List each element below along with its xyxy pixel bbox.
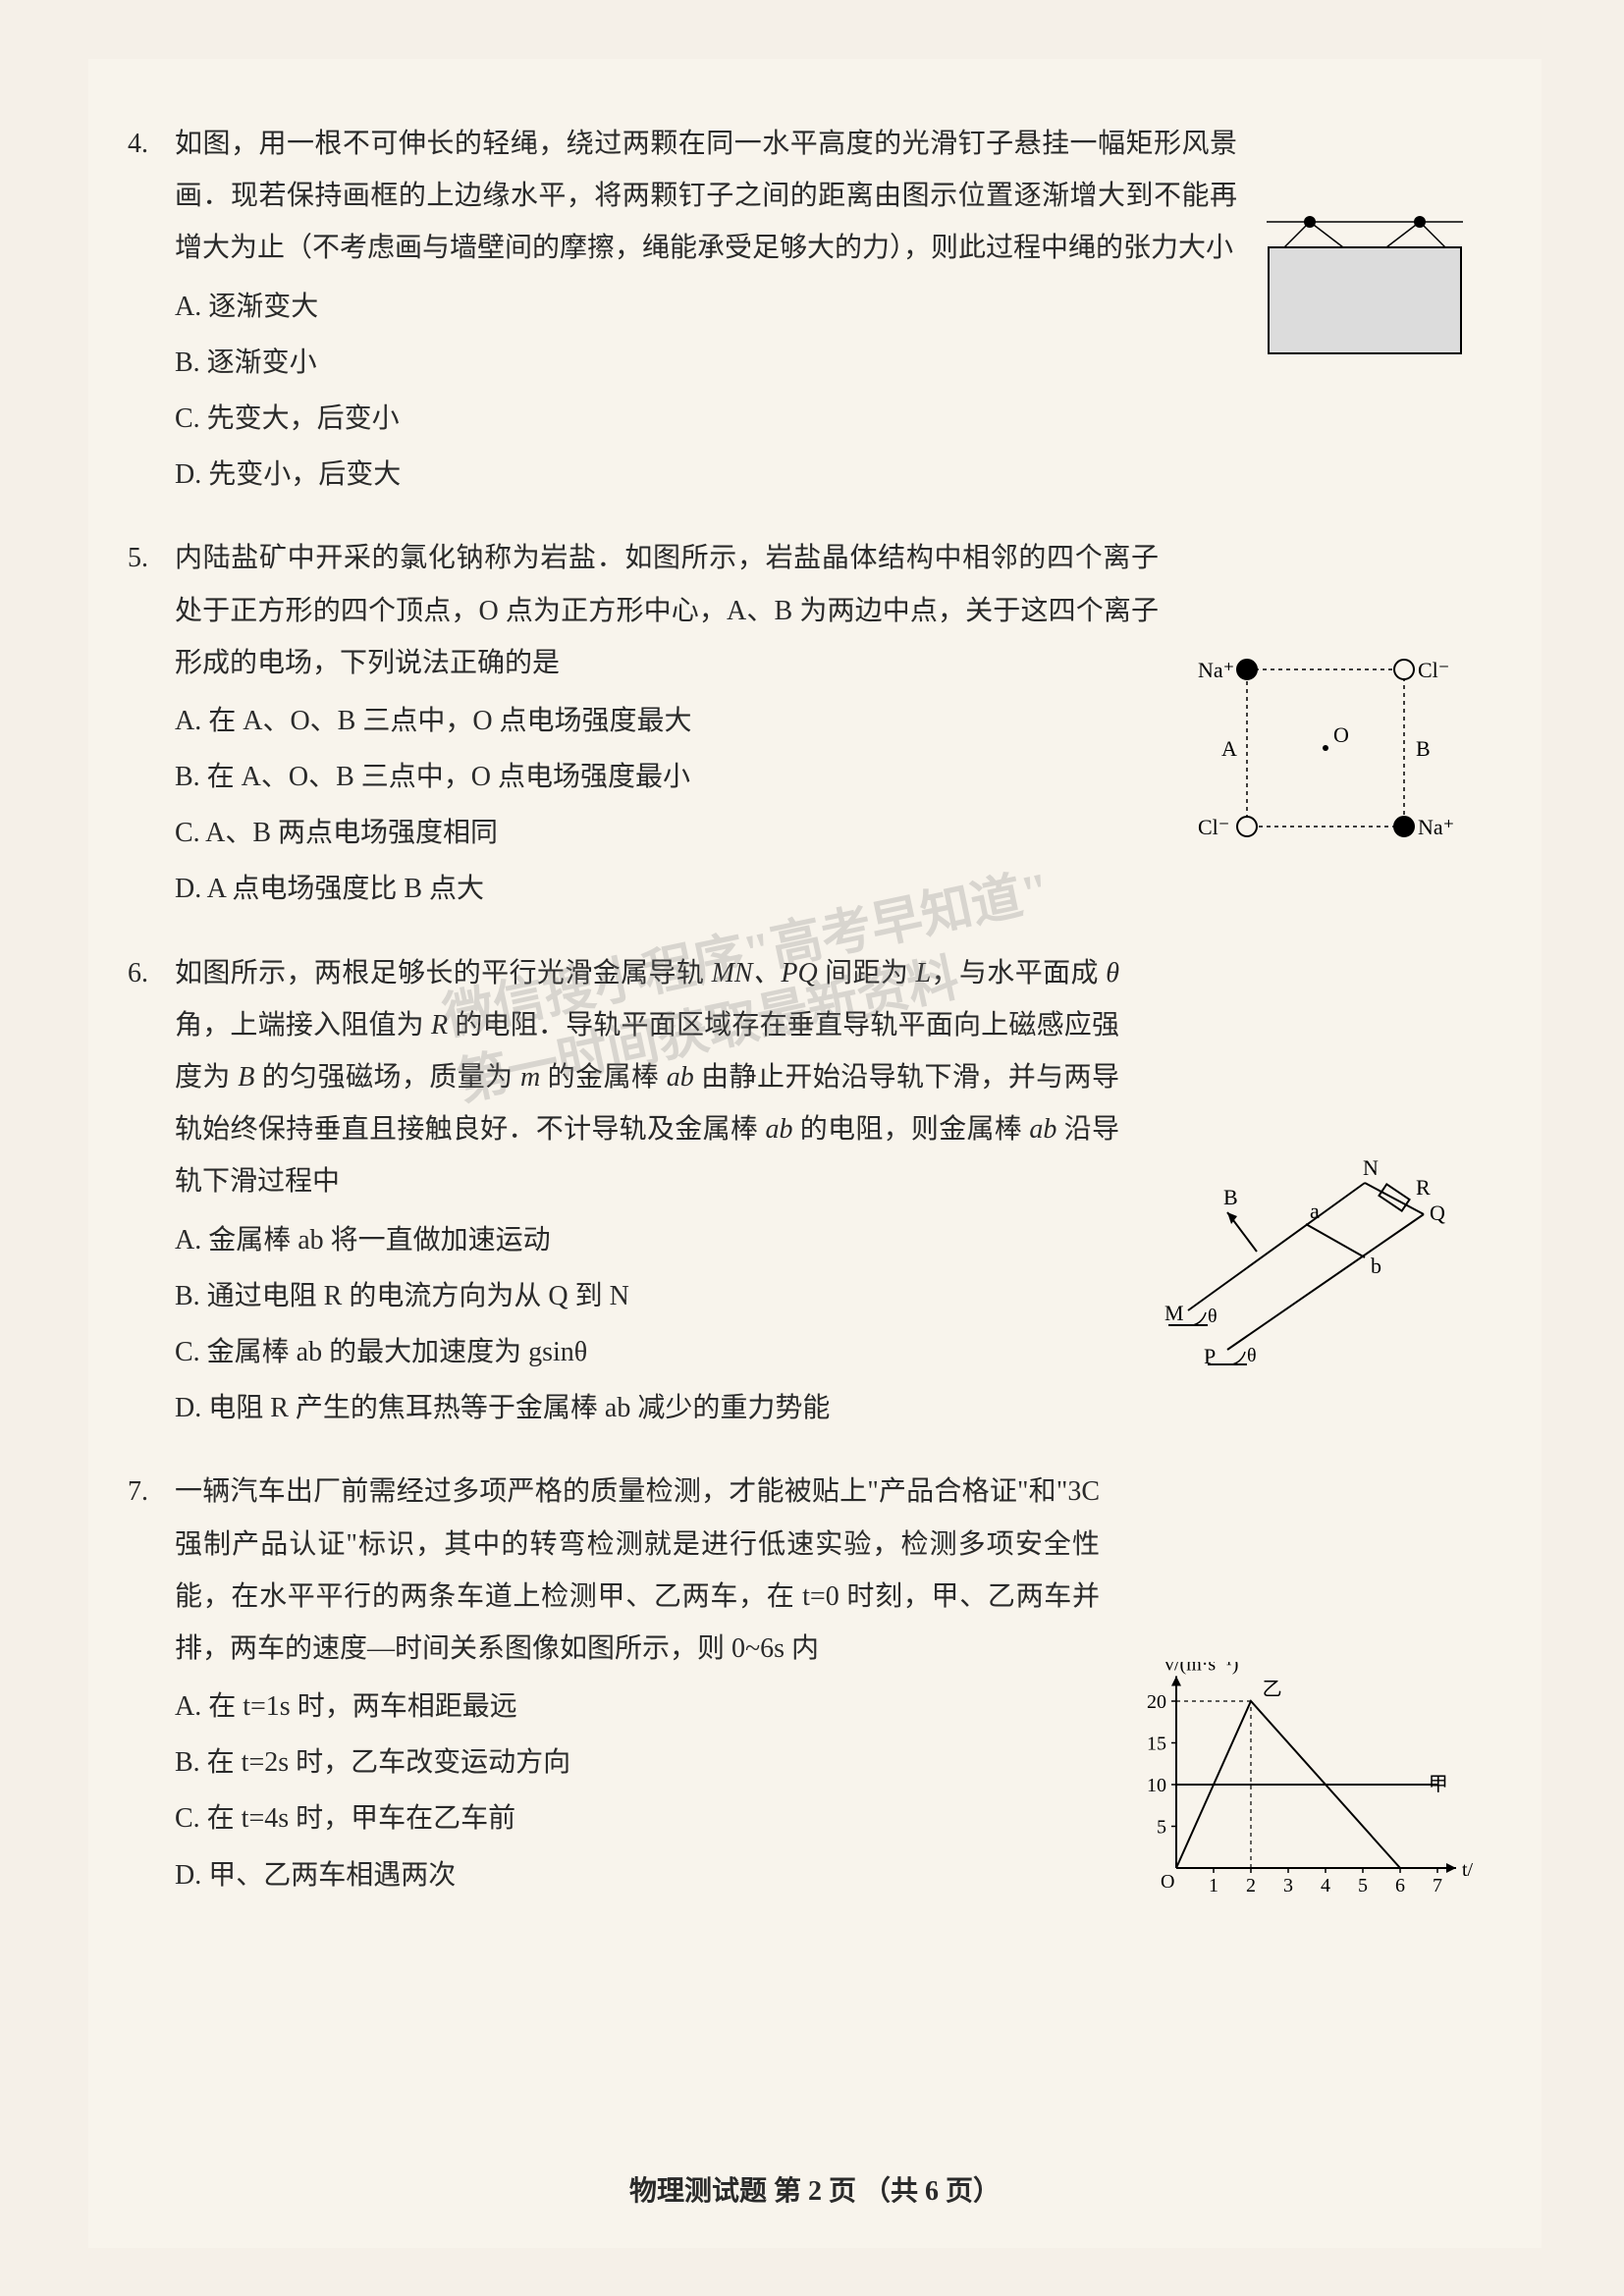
svg-text:Cl⁻: Cl⁻ [1418,658,1449,682]
q5-figure: Na⁺ Cl⁻ Cl⁻ Na⁺ A B O [1178,640,1473,856]
q6-optD: D. 电阻 R 产生的焦耳热等于金属棒 ab 减少的重力势能 [175,1382,1473,1434]
svg-text:B: B [1223,1185,1238,1209]
svg-text:B: B [1416,736,1431,761]
svg-text:4: 4 [1321,1875,1330,1896]
svg-text:Cl⁻: Cl⁻ [1198,815,1229,839]
question-4: 4. 如图，用一根不可伸长的轻绳，绕过两颗在同一水平高度的光滑钉子悬挂一幅矩形风… [128,118,1473,505]
q4-body: 如图，用一根不可伸长的轻绳，绕过两颗在同一水平高度的光滑钉子悬挂一幅矩形风景画．… [175,118,1473,501]
q4-number: 4. [128,118,175,170]
svg-text:N: N [1363,1155,1379,1180]
svg-text:3: 3 [1283,1875,1293,1896]
q4-optD: D. 先变小，后变大 [175,449,1473,501]
exam-page: 4. 如图，用一根不可伸长的轻绳，绕过两颗在同一水平高度的光滑钉子悬挂一幅矩形风… [88,59,1542,2248]
q5-optD: D. A 点电场强度比 B 点大 [175,863,1473,915]
question-6: 6. NQMPabRBθθ 如图所示，两根足够长的平行光滑金属导轨 MN、PQ … [128,947,1473,1439]
svg-text:R: R [1416,1175,1431,1200]
svg-text:10: 10 [1147,1775,1166,1796]
svg-text:乙: 乙 [1263,1679,1282,1700]
svg-text:6: 6 [1395,1875,1405,1896]
svg-text:t/s: t/s [1462,1859,1473,1881]
svg-text:2: 2 [1246,1875,1256,1896]
svg-text:O: O [1161,1871,1174,1893]
page-footer: 物理测试题 第 2 页 （共 6 页） [88,2169,1542,2209]
q6-body: NQMPabRBθθ 如图所示，两根足够长的平行光滑金属导轨 MN、PQ 间距为… [175,947,1473,1435]
svg-text:v/(m·s⁻¹): v/(m·s⁻¹) [1164,1662,1238,1676]
svg-text:7: 7 [1433,1875,1442,1896]
question-5: 5. Na⁺Cl⁻Cl⁻Na⁺ABO 内陆盐矿中开采的氯化钠称为岩盐．如图所示，… [128,532,1473,919]
svg-text:A: A [1221,736,1237,761]
question-7: 7. 1 2 3 4 5 6 7 5 10 15 20 Ot/s v/(m·s⁻¹) 甲 乙 一辆汽车出厂前… [128,1466,1473,1917]
svg-text:θ: θ [1247,1345,1257,1366]
svg-text:Q: Q [1430,1201,1445,1225]
svg-text:M: M [1164,1301,1184,1325]
svg-text:b: b [1371,1254,1381,1278]
svg-text:Na⁺: Na⁺ [1198,658,1234,682]
svg-text:θ: θ [1208,1306,1218,1327]
q7-stem: 一辆汽车出厂前需经过多项严格的质量检测，才能被贴上"产品合格证"和"3C 强制产… [175,1466,1473,1675]
svg-text:20: 20 [1147,1691,1166,1713]
q7-number: 7. [128,1466,175,1518]
q4-optC: C. 先变大，后变小 [175,393,1473,445]
svg-text:5: 5 [1358,1875,1368,1896]
svg-text:1: 1 [1209,1875,1218,1896]
svg-text:5: 5 [1157,1817,1166,1839]
q7-figure: 1 2 3 4 5 6 7 5 10 15 20 Ot/s v/(m·s⁻¹) 甲 乙 [1119,1662,1473,1917]
svg-text:甲: 甲 [1429,1774,1448,1795]
svg-text:a: a [1310,1199,1320,1223]
svg-text:P: P [1204,1344,1216,1368]
q6-figure: N Q MPa b R Bθ θ [1139,1144,1473,1379]
q7-body: 1 2 3 4 5 6 7 5 10 15 20 Ot/s v/(m·s⁻¹) 甲 乙 一辆汽车出厂前需经过… [175,1466,1473,1901]
q5-number: 5. [128,532,175,584]
svg-text:15: 15 [1147,1734,1166,1755]
q5-body: Na⁺Cl⁻Cl⁻Na⁺ABO 内陆盐矿中开采的氯化钠称为岩盐．如图所示，岩盐晶… [175,532,1473,915]
svg-text:Na⁺: Na⁺ [1418,815,1454,839]
svg-text:O: O [1333,722,1349,747]
q6-number: 6. [128,947,175,999]
q4-figure [1257,196,1473,363]
